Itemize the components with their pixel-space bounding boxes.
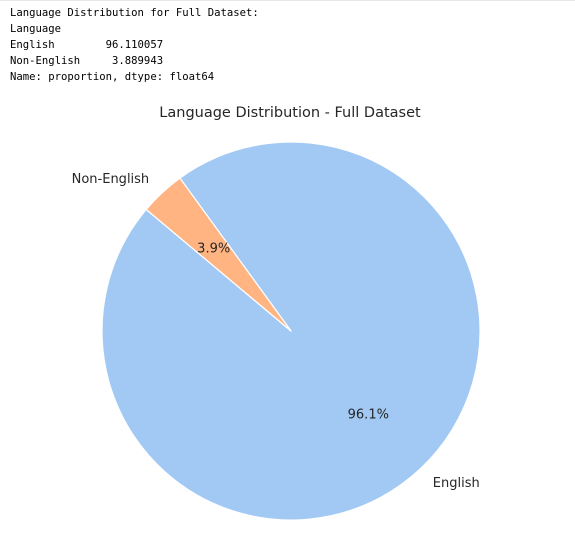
slice-label: Non-English: [72, 172, 150, 187]
console-output: Language Distribution for Full Dataset: L…: [10, 5, 259, 85]
cell-top-divider: [0, 0, 575, 1]
console-line: Language: [10, 23, 62, 35]
console-line: English 96.110057: [10, 39, 164, 51]
pie-labels: English 96.1% Non-English 3.9%: [72, 172, 480, 491]
slice-percent-label: 3.9%: [197, 242, 230, 257]
slice-label: English: [433, 476, 480, 491]
console-line: Non-English 3.889943: [10, 55, 164, 67]
console-line: Name: proportion, dtype: float64: [10, 71, 215, 83]
pie-slices: [101, 141, 481, 521]
slice-percent-label: 96.1%: [348, 407, 389, 422]
chart-title: Language Distribution - Full Dataset: [159, 105, 421, 121]
pie-slice-non-english: [145, 177, 292, 332]
console-line: Language Distribution for Full Dataset:: [10, 7, 259, 19]
